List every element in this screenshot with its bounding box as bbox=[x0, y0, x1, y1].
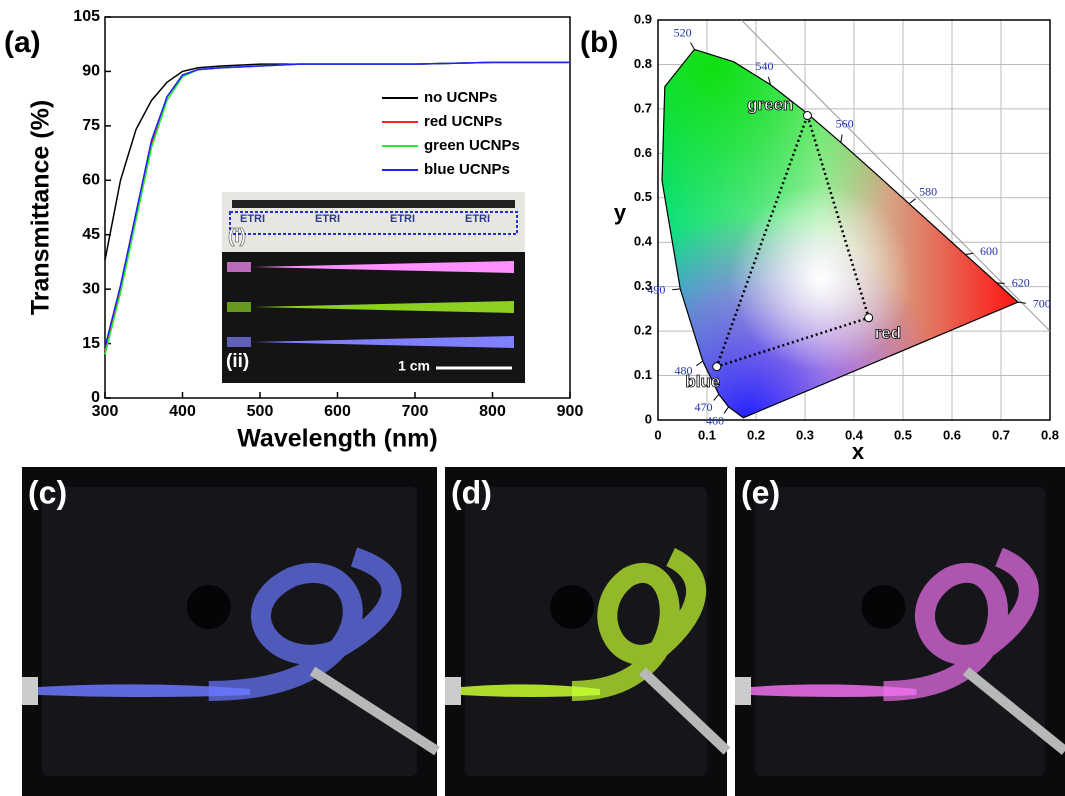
y-tick-label: 30 bbox=[82, 280, 100, 297]
color-point bbox=[865, 314, 873, 322]
figure: (c) (d) (e) 0 15 30 45 60 75 90 105 300 400 500 600 70… bbox=[0, 0, 1065, 796]
photo-clamp bbox=[735, 677, 751, 705]
wavelength-tick bbox=[691, 42, 695, 49]
y-tick-label: 0.5 bbox=[634, 189, 652, 204]
inset-fiber-end bbox=[227, 262, 251, 272]
wavelength-label: 700 bbox=[1033, 296, 1051, 310]
x-tick-label: 0.5 bbox=[894, 427, 912, 442]
x-tick-label: 0.7 bbox=[992, 427, 1010, 442]
y-tick-label: 0 bbox=[645, 411, 652, 426]
y-tick-label: 45 bbox=[82, 226, 100, 243]
wavelength-tick bbox=[841, 135, 842, 143]
legend-label: no UCNPs bbox=[424, 89, 497, 106]
y-tick-label: 0.9 bbox=[634, 11, 652, 26]
x-tick-label: 900 bbox=[557, 403, 584, 420]
x-tick-label: 0 bbox=[654, 427, 661, 442]
point-label: red bbox=[875, 323, 901, 342]
wavelength-label: 600 bbox=[980, 244, 998, 258]
photo-clamp bbox=[22, 677, 38, 705]
y-axis-title: y bbox=[614, 200, 627, 225]
inset-label: (i) bbox=[228, 226, 246, 247]
x-axis-title: Wavelength (nm) bbox=[237, 425, 437, 453]
legend-label: blue UCNPs bbox=[424, 161, 510, 178]
y-tick-label: 90 bbox=[82, 63, 100, 80]
x-tick-label: 300 bbox=[92, 403, 119, 420]
wavelength-tick bbox=[965, 253, 973, 254]
wavelength-label: 560 bbox=[836, 116, 854, 130]
panel-label: (e) bbox=[741, 474, 780, 510]
point-label: green bbox=[747, 95, 793, 114]
color-point bbox=[713, 363, 721, 371]
x-tick-label: 800 bbox=[479, 403, 506, 420]
wavelength-label: 520 bbox=[674, 25, 692, 39]
panel-label: (a) bbox=[4, 26, 41, 59]
inset-strip bbox=[232, 200, 515, 208]
x-tick-label: 0.8 bbox=[1041, 427, 1059, 442]
wavelength-label: 470 bbox=[694, 400, 712, 414]
wavelength-tick bbox=[672, 289, 680, 290]
legend-label: red UCNPs bbox=[424, 113, 502, 130]
panel-label: (b) bbox=[580, 26, 618, 59]
photo-hole bbox=[187, 585, 231, 629]
page: (c) (d) (e) 0 15 30 45 60 75 90 105 300 400 500 600 70… bbox=[0, 0, 1065, 796]
y-tick-label: 0.7 bbox=[634, 100, 652, 115]
inset-logo: ETRI bbox=[315, 213, 340, 225]
inset-logo: ETRI bbox=[390, 213, 415, 225]
wavelength-label: 490 bbox=[647, 283, 665, 297]
y-tick-label: 75 bbox=[82, 117, 100, 134]
wavelength-tick bbox=[714, 394, 719, 400]
cie-fill bbox=[658, 47, 1021, 420]
inset-logo: ETRI bbox=[240, 213, 265, 225]
panel-label: (d) bbox=[451, 474, 492, 510]
wavelength-tick bbox=[909, 199, 915, 204]
y-tick-label: 60 bbox=[82, 172, 100, 189]
photo-clamp bbox=[445, 677, 461, 705]
x-tick-label: 700 bbox=[402, 403, 429, 420]
scale-bar-label: 1 cm bbox=[398, 358, 430, 374]
inset-fiber-end bbox=[227, 337, 251, 347]
wavelength-label: 540 bbox=[755, 59, 773, 73]
wavelength-tick bbox=[1018, 302, 1026, 303]
y-tick-label: 15 bbox=[82, 335, 100, 352]
inset-label: (ii) bbox=[226, 351, 249, 372]
y-tick-label: 105 bbox=[73, 8, 100, 25]
wavelength-tick bbox=[696, 361, 702, 366]
panel-label: (c) bbox=[28, 474, 67, 510]
y-axis-title: Transmittance (%) bbox=[27, 100, 55, 315]
x-tick-label: 0.2 bbox=[747, 427, 765, 442]
photo-panels: (c) (d) (e) bbox=[22, 467, 1065, 796]
x-axis-title: x bbox=[852, 439, 865, 464]
x-tick-label: 600 bbox=[324, 403, 351, 420]
point-label: blue bbox=[685, 372, 720, 391]
photo-hole bbox=[862, 585, 906, 629]
color-point bbox=[803, 112, 811, 120]
wavelength-label: 460 bbox=[706, 413, 724, 427]
x-tick-label: 0.6 bbox=[943, 427, 961, 442]
wavelength-tick bbox=[724, 407, 729, 414]
x-tick-label: 500 bbox=[247, 403, 274, 420]
legend-label: green UCNPs bbox=[424, 137, 520, 154]
x-tick-label: 0.1 bbox=[698, 427, 716, 442]
y-tick-label: 0.1 bbox=[634, 367, 652, 382]
photo-hole bbox=[550, 585, 594, 629]
x-tick-label: 0.3 bbox=[796, 427, 814, 442]
y-tick-label: 0.8 bbox=[634, 56, 652, 71]
wavelength-label: 580 bbox=[919, 184, 937, 198]
y-tick-label: 0.6 bbox=[634, 145, 652, 160]
wavelength-label: 620 bbox=[1012, 276, 1030, 290]
inset-fiber-end bbox=[227, 302, 251, 312]
y-tick-label: 0.4 bbox=[634, 234, 653, 249]
x-tick-label: 400 bbox=[169, 403, 196, 420]
cie-gradient bbox=[658, 47, 1021, 420]
y-tick-label: 0.2 bbox=[634, 323, 652, 338]
inset-logo: ETRI bbox=[465, 213, 490, 225]
